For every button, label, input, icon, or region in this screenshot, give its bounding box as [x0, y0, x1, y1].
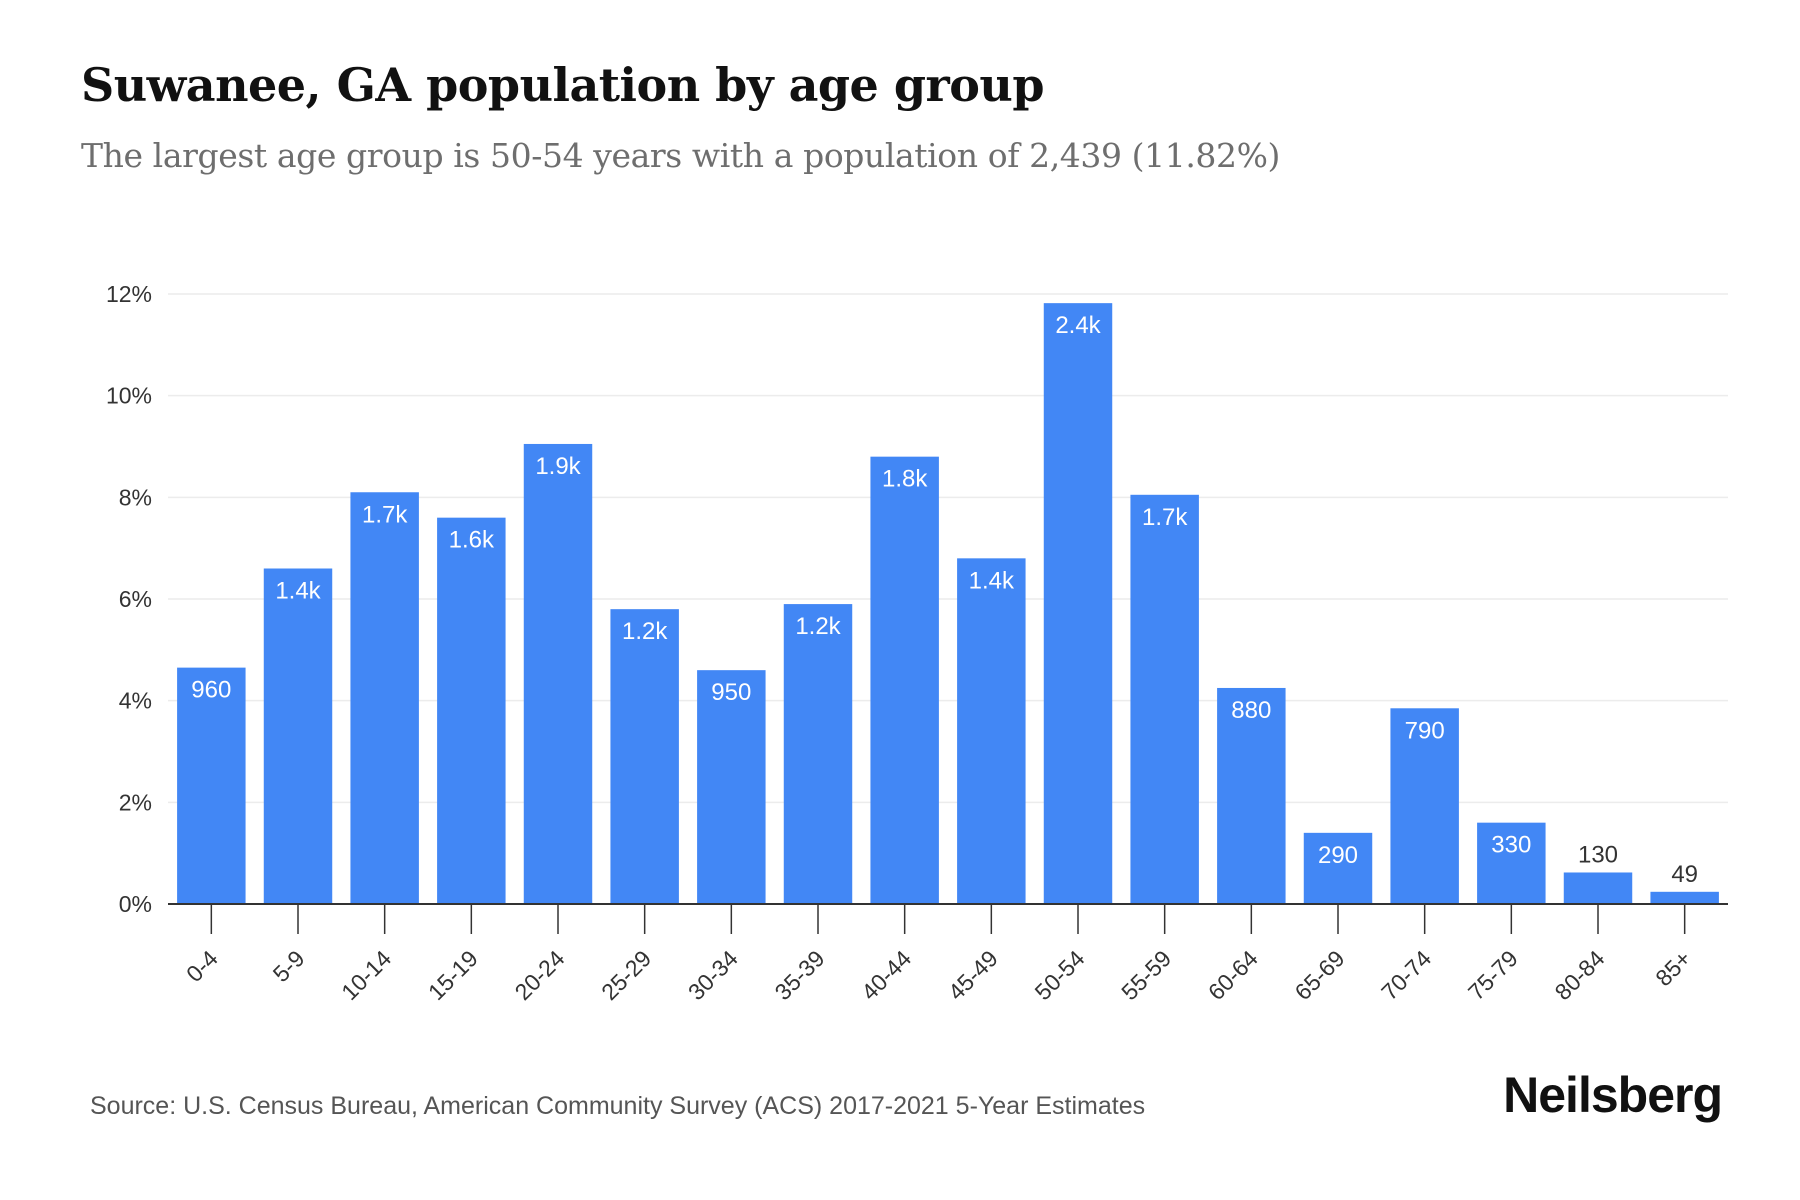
x-tick-label: 0-4	[181, 945, 223, 987]
bar	[1390, 708, 1459, 904]
x-tick-label: 60-64	[1203, 945, 1263, 1005]
y-tick-label: 6%	[119, 586, 152, 612]
data-label: 1.7k	[1142, 504, 1188, 531]
data-label: 290	[1318, 842, 1358, 869]
source-note: Source: U.S. Census Bureau, American Com…	[90, 1092, 1146, 1120]
bar	[523, 443, 593, 904]
data-label: 880	[1231, 697, 1271, 724]
data-label: 1.2k	[795, 613, 841, 640]
x-tick-label: 85+	[1650, 945, 1696, 991]
data-label: 49	[1671, 861, 1698, 888]
y-tick-label: 4%	[119, 688, 152, 714]
data-label: 1.6k	[449, 527, 495, 554]
data-label: 1.4k	[969, 567, 1015, 594]
data-label: 330	[1491, 832, 1531, 859]
bar	[1650, 891, 1719, 904]
bar	[1130, 494, 1199, 904]
x-tick-label: 5-9	[268, 945, 310, 987]
bar	[350, 492, 419, 904]
bar	[783, 604, 853, 904]
x-tick-label: 55-59	[1116, 945, 1176, 1005]
x-tick-label: 75-79	[1463, 945, 1523, 1005]
bar	[1043, 303, 1113, 904]
chart-subtitle: The largest age group is 50-54 years wit…	[81, 136, 1281, 175]
bar	[177, 667, 246, 904]
x-tick-label: 25-29	[596, 945, 656, 1005]
bar-chart: 0% 2% 4% 6% 8% 10% 12% 960 0-4 1.4k 5-9 1.7k 10-14 1.…	[106, 281, 1728, 1005]
x-tick-label: 45-49	[943, 945, 1003, 1005]
data-label: 130	[1578, 841, 1618, 868]
x-tick-label: 80-84	[1550, 945, 1610, 1005]
y-tick-label: 12%	[106, 281, 152, 307]
x-tick-label: 15-19	[423, 945, 483, 1005]
chart-title: Suwanee, GA population by age group	[81, 58, 1045, 112]
x-tick-label: 50-54	[1030, 945, 1090, 1005]
data-label: 960	[191, 677, 231, 704]
data-label: 1.7k	[362, 501, 408, 528]
data-label: 2.4k	[1055, 312, 1101, 339]
data-label: 1.4k	[275, 578, 321, 605]
y-tick-label: 2%	[119, 789, 152, 815]
data-label: 790	[1405, 717, 1445, 744]
x-tick-label: 10-14	[336, 945, 396, 1005]
bar	[610, 609, 679, 904]
bar	[1563, 872, 1633, 904]
data-label: 1.8k	[882, 466, 928, 493]
x-tick-label: 40-44	[856, 945, 916, 1005]
x-tick-label: 20-24	[510, 945, 570, 1005]
x-tick-label: 30-34	[683, 945, 743, 1005]
x-tick-label: 70-74	[1376, 945, 1436, 1005]
data-label: 1.2k	[622, 618, 668, 645]
bar	[1217, 687, 1286, 904]
y-tick-label: 10%	[106, 383, 152, 409]
bar	[437, 517, 506, 904]
bar	[1477, 822, 1546, 904]
bar	[263, 568, 333, 904]
x-tick-label: 65-69	[1290, 945, 1350, 1005]
x-tick-label: 35-39	[770, 945, 830, 1005]
bar	[697, 670, 766, 904]
y-tick-label: 8%	[119, 484, 152, 510]
data-label: 1.9k	[535, 453, 581, 480]
bar	[957, 558, 1026, 904]
y-tick-label: 0%	[119, 891, 152, 917]
bar	[870, 456, 939, 904]
data-label: 950	[711, 679, 751, 706]
bar	[1303, 832, 1373, 904]
brand-logo: Neilsberg	[1503, 1067, 1723, 1123]
